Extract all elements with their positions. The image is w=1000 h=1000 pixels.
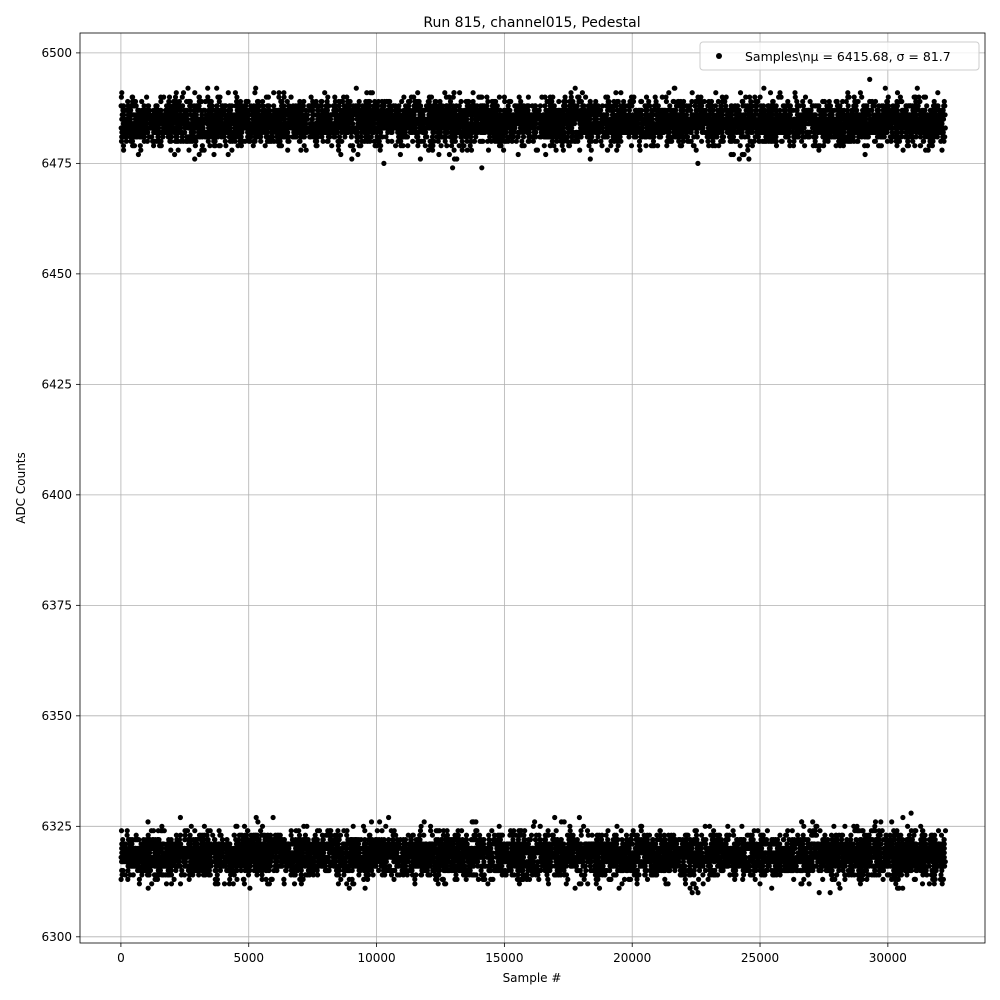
x-tick-label: 5000 xyxy=(233,951,264,965)
axis-ticks: 0 5000 10000 15000 20000 25000 30000 6300 6325 63… xyxy=(41,46,906,965)
y-tick-label: 6325 xyxy=(41,819,72,833)
x-tick-label: 30000 xyxy=(869,951,907,965)
plot-frame xyxy=(79,32,986,944)
legend-marker xyxy=(716,53,722,59)
y-tick-label: 6500 xyxy=(41,46,72,60)
x-tick-label: 0 xyxy=(117,951,125,965)
grid-lines xyxy=(80,33,985,943)
x-tick-label: 15000 xyxy=(485,951,523,965)
y-tick-label: 6300 xyxy=(41,930,72,944)
y-tick-label: 6450 xyxy=(41,267,72,281)
legend: Samples\nμ = 6415.68, σ = 81.7 xyxy=(699,41,980,71)
chart-title: Run 815, channel015, Pedestal xyxy=(423,15,640,31)
y-tick-label: 6400 xyxy=(41,488,72,502)
y-axis-label: ADC Counts xyxy=(14,452,28,524)
sample-points xyxy=(118,76,949,896)
legend-box xyxy=(699,41,980,71)
legend-entry: Samples\nμ = 6415.68, σ = 81.7 xyxy=(745,49,951,64)
y-tick-label: 6475 xyxy=(41,156,72,170)
x-tick-label: 20000 xyxy=(613,951,651,965)
x-tick-label: 25000 xyxy=(741,951,779,965)
sample-point-markers xyxy=(118,76,949,896)
y-tick-label: 6425 xyxy=(41,377,72,391)
x-tick-label: 10000 xyxy=(357,951,395,965)
x-axis-label: Sample # xyxy=(503,971,562,985)
y-tick-label: 6375 xyxy=(41,598,72,612)
y-tick-label: 6350 xyxy=(41,709,72,723)
